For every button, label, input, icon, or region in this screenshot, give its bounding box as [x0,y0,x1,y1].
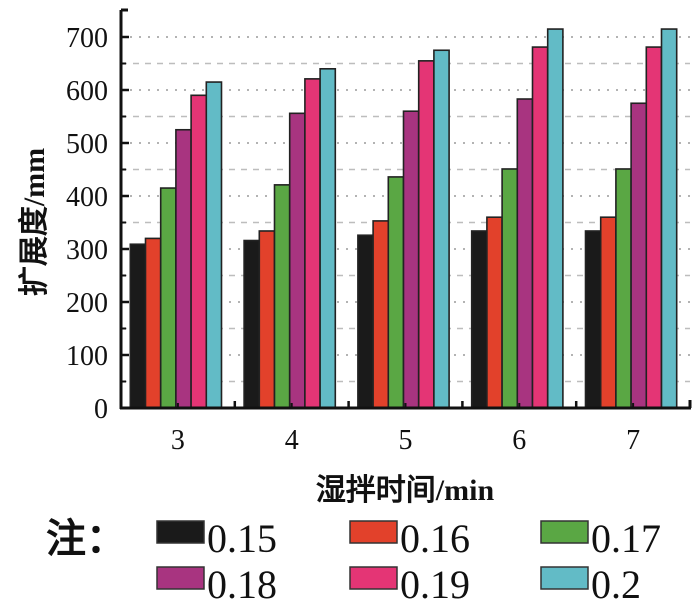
bar-6-0.17 [501,168,519,409]
bar-3-0.19 [190,94,208,409]
y-tick-label: 300 [66,235,108,266]
bar-3-0.15 [129,243,147,409]
bar-4-0.18 [288,112,306,409]
legend-label-0.2: 0.2 [591,562,641,607]
bar-3-0.18 [175,128,192,409]
legend-swatch-0.16 [349,520,398,544]
bar-5-0.2 [433,49,450,409]
legend-swatch-0.2 [540,566,589,590]
bar-5-0.16 [372,220,390,409]
y-tick-label: 500 [66,129,108,160]
bar-4-0.2 [319,68,337,409]
bar-5-0.19 [417,60,435,409]
legend-label-0.15: 0.15 [207,516,277,561]
y-ticks: 0 100 200 300 400 500 600 700 [66,23,129,425]
bar-5-0.18 [402,110,420,409]
y-tick-label: 0 [94,394,108,425]
bar-3-0.17 [159,187,177,409]
bar-7-0.17 [615,168,632,409]
y-tick-label: 700 [66,23,108,54]
bars-group [129,28,678,409]
bar-6-0.18 [516,98,534,409]
x-tick-label: 3 [171,425,185,456]
x-axis-title: 湿拌时间/min [316,474,495,507]
x-tick-label: 7 [626,425,640,456]
bar-7-0.19 [645,46,663,409]
legend-label-0.18: 0.18 [207,562,277,607]
x-tick-label: 5 [399,425,413,456]
y-axis-title: 扩展度/mm [18,148,51,296]
legend-label-0.17: 0.17 [591,516,661,561]
bar-5-0.15 [357,234,374,409]
legend-label-0.16: 0.16 [400,516,470,561]
y-tick-label: 400 [66,182,108,213]
y-tick-label: 600 [66,76,108,107]
bar-4-0.19 [304,78,321,409]
legend-label-0.19: 0.19 [400,562,470,607]
y-tick-label: 200 [66,288,108,319]
bar-7-0.2 [660,28,678,409]
bar-7-0.18 [630,102,648,409]
legend-swatch-0.18 [156,566,205,590]
bar-7-0.16 [599,216,617,409]
x-tick-label: 4 [285,425,299,456]
bar-5-0.17 [387,176,405,409]
bar-6-0.16 [486,216,503,409]
bar-7-0.15 [584,230,602,409]
bar-3-0.2 [205,81,223,409]
x-tick-label: 6 [512,425,526,456]
legend-swatch-0.15 [156,520,205,544]
bar-4-0.16 [258,230,276,409]
bar-3-0.16 [144,237,162,409]
bar-6-0.15 [470,230,488,409]
legend-swatch-0.17 [540,520,589,544]
bar-6-0.2 [546,28,564,409]
legend: 注： 0.15 0.16 0.17 0.18 0.19 0.2 [46,516,661,607]
legend-swatch-0.19 [349,566,398,590]
bar-4-0.15 [243,239,261,409]
legend-prefix: 注： [46,516,126,561]
x-ticks: 3 4 5 6 7 [171,401,692,456]
y-tick-label: 100 [66,341,108,372]
bar-4-0.17 [273,184,291,409]
bar-6-0.19 [531,46,549,409]
